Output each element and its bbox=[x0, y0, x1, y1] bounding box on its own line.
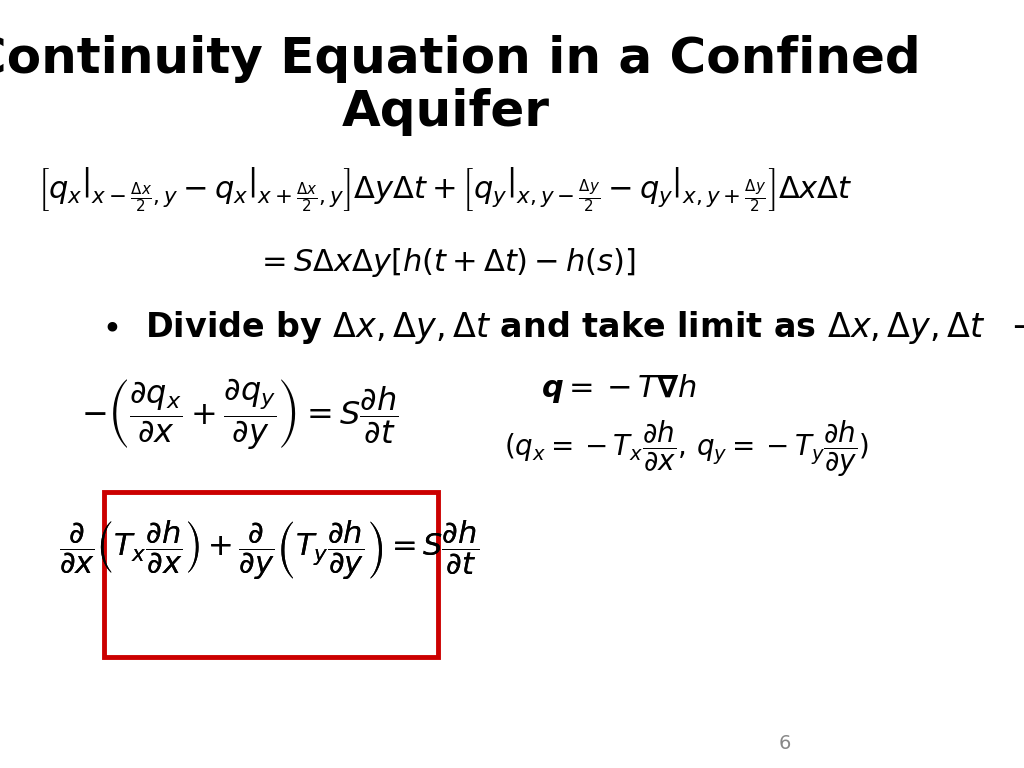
FancyBboxPatch shape bbox=[104, 492, 438, 657]
Text: $\dfrac{\partial}{\partial x}\left(T_x\dfrac{\partial h}{\partial x}\right) + \d: $\dfrac{\partial}{\partial x}\left(T_x\d… bbox=[59, 518, 479, 582]
Text: $\bullet$  Divide by $\Delta x, \Delta y, \Delta t$ and take limit as $\Delta x,: $\bullet$ Divide by $\Delta x, \Delta y,… bbox=[100, 309, 1024, 346]
Text: $\boldsymbol{q} = -T\boldsymbol{\nabla}h$: $\boldsymbol{q} = -T\boldsymbol{\nabla}h… bbox=[541, 372, 697, 406]
Text: $= S\Delta x\Delta y\left[h(t + \Delta t) - h(s)\right]$: $= S\Delta x\Delta y\left[h(t + \Delta t… bbox=[256, 246, 636, 279]
Text: $(q_x = -T_x\dfrac{\partial h}{\partial x},\, q_y = -T_y\dfrac{\partial h}{\part: $(q_x = -T_x\dfrac{\partial h}{\partial … bbox=[505, 419, 869, 479]
Text: $\dfrac{\partial}{\partial x}\left(T_x\dfrac{\partial h}{\partial x}\right) + \d: $\dfrac{\partial}{\partial x}\left(T_x\d… bbox=[59, 518, 479, 582]
Text: Aquifer: Aquifer bbox=[342, 88, 550, 137]
Text: 6: 6 bbox=[778, 733, 791, 753]
Text: Continuity Equation in a Confined: Continuity Equation in a Confined bbox=[0, 35, 921, 83]
Text: $-\left(\dfrac{\partial q_x}{\partial x} + \dfrac{\partial q_y}{\partial y}\righ: $-\left(\dfrac{\partial q_x}{\partial x}… bbox=[82, 376, 398, 452]
Text: $\left[q_x\left.\right|_{x-\frac{\Delta x}{2},y} - q_x\left.\right|_{x+\frac{\De: $\left[q_x\left.\right|_{x-\frac{\Delta … bbox=[38, 165, 853, 214]
